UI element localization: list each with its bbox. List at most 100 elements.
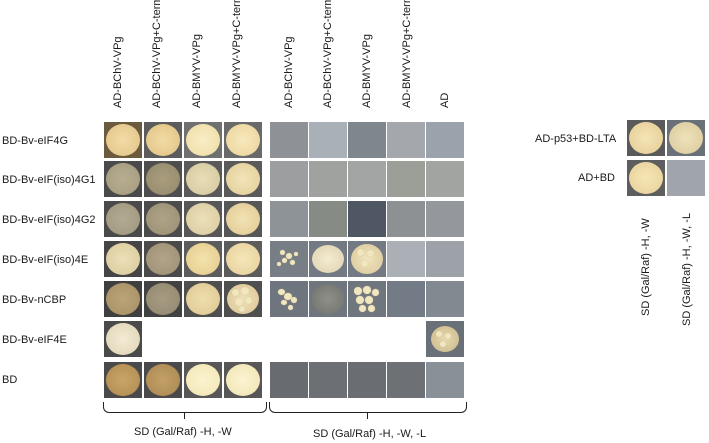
middle-caption: SD (Gal/Raf) -H, -W, -L (313, 428, 427, 440)
colony (669, 122, 703, 154)
plate-mid-r2-c1 (270, 161, 308, 197)
plate-mid-r3-c3 (348, 201, 386, 237)
plate-left-r3-c1 (104, 201, 142, 237)
plate-left-r1-c1 (104, 122, 142, 158)
colony-speck (367, 250, 374, 257)
colony-speck (282, 258, 287, 263)
mid-col-label-4: AD-BMYV-VPg+C-term (401, 0, 413, 108)
control-caption-2: SD (Gal/Raf) -H, -W, -L (681, 212, 693, 326)
left-col-label-3: AD-BMYV-VPg (191, 34, 203, 108)
colony (226, 243, 260, 275)
plate-left-r6-c1 (104, 321, 142, 357)
mid-col-label-1: AD-BChV-VPg (283, 36, 295, 108)
plate-left-r7-c2 (144, 362, 182, 398)
colony-speck (356, 296, 364, 304)
colony (186, 243, 220, 275)
colony (226, 203, 260, 235)
plate-left-r7-c3 (184, 362, 222, 398)
plate-left-r4-c2 (144, 241, 182, 277)
plate-mid-r1-c5 (426, 122, 464, 158)
colony-speck (354, 287, 362, 295)
plate-mid-r1-c4 (387, 122, 425, 158)
colony-speck (436, 331, 442, 337)
plate-left-r2-c2 (144, 161, 182, 197)
colony-speck (368, 305, 375, 312)
colony (226, 124, 260, 156)
colony (431, 326, 459, 352)
colony-speck (288, 305, 293, 310)
row-label-bd: BD (2, 374, 18, 386)
colony-speck (278, 289, 285, 295)
colony-speck (245, 297, 252, 304)
plate-mid-r5-c1 (270, 281, 308, 317)
colony (146, 163, 180, 195)
plate-left-r2-c4 (224, 161, 262, 197)
control-plate-r2-c1 (627, 160, 665, 196)
colony-speck (359, 305, 366, 312)
plate-mid-r2-c5 (426, 161, 464, 197)
plate-left-r3-c4 (224, 201, 262, 237)
row-label-eifiso4e: BD-Bv-eIF(iso)4E (2, 254, 89, 266)
plate-mid-r5-c4 (387, 281, 425, 317)
colony (106, 203, 140, 235)
colony (106, 283, 140, 315)
plate-mid-r7-c1 (270, 362, 308, 398)
plate-left-r1-c3 (184, 122, 222, 158)
colony-speck (290, 260, 295, 265)
plate-mid-r3-c5 (426, 201, 464, 237)
row-label-eif4e: BD-Bv-eIF4E (2, 334, 67, 346)
plate-mid-r7-c5 (426, 362, 464, 398)
control-label-ad-bd: AD+BD (578, 172, 615, 184)
colony-speck (363, 286, 371, 294)
colony-speck (281, 300, 287, 305)
colony (226, 163, 260, 195)
colony (106, 243, 140, 275)
colony-speck (361, 260, 368, 267)
colony (186, 163, 220, 195)
colony (186, 283, 220, 315)
plate-left-r5-c3 (184, 281, 222, 317)
colony-speck (291, 297, 297, 303)
plate-left-r1-c4 (224, 122, 262, 158)
plate-mid-r3-c4 (387, 201, 425, 237)
colony (629, 122, 663, 154)
plate-left-r3-c2 (144, 201, 182, 237)
plate-mid-r3-c1 (270, 201, 308, 237)
mid-col-label-3: AD-BMYV-VPg (361, 34, 373, 108)
plate-mid-r2-c3 (348, 161, 386, 197)
colony-speck (277, 262, 281, 266)
plate-left-r4-c3 (184, 241, 222, 277)
colony-speck (286, 253, 292, 259)
row-label-eif4g: BD-Bv-eIF4G (2, 135, 69, 147)
plate-left-r7-c4 (224, 362, 262, 398)
colony-speck (241, 287, 249, 295)
colony-speck (280, 250, 285, 255)
plate-mid-r5-c3 (348, 281, 386, 317)
colony-speck (445, 333, 451, 339)
colony-speck (372, 289, 379, 296)
left-col-label-1: AD-BChV-VPg (112, 36, 124, 108)
plate-mid-r2-c4 (387, 161, 425, 197)
colony-speck (440, 341, 446, 347)
colony-speck (365, 296, 373, 304)
colony (226, 364, 260, 396)
plate-mid-r4-c1 (270, 241, 308, 277)
left-bracket-tick (184, 412, 186, 419)
colony (186, 203, 220, 235)
control-plate-r1-c1 (627, 120, 665, 156)
plate-left-r2-c3 (184, 161, 222, 197)
colony (351, 244, 383, 274)
row-label-eifiso4g2: BD-Bv-eIF(iso)4G2 (2, 214, 96, 226)
colony-speck (235, 298, 243, 306)
plate-left-r7-c1 (104, 362, 142, 398)
colony (106, 163, 140, 195)
colony-speck (239, 306, 245, 312)
left-caption: SD (Gal/Raf) -H, -W (134, 426, 232, 438)
colony (312, 245, 344, 273)
colony (146, 283, 180, 315)
colony (146, 364, 180, 396)
colony (106, 323, 140, 355)
plate-mid-r5-c2 (309, 281, 347, 317)
control-label-p53-lta: AD-p53+BD-LTA (535, 133, 617, 145)
plate-mid-r4-c5 (426, 241, 464, 277)
